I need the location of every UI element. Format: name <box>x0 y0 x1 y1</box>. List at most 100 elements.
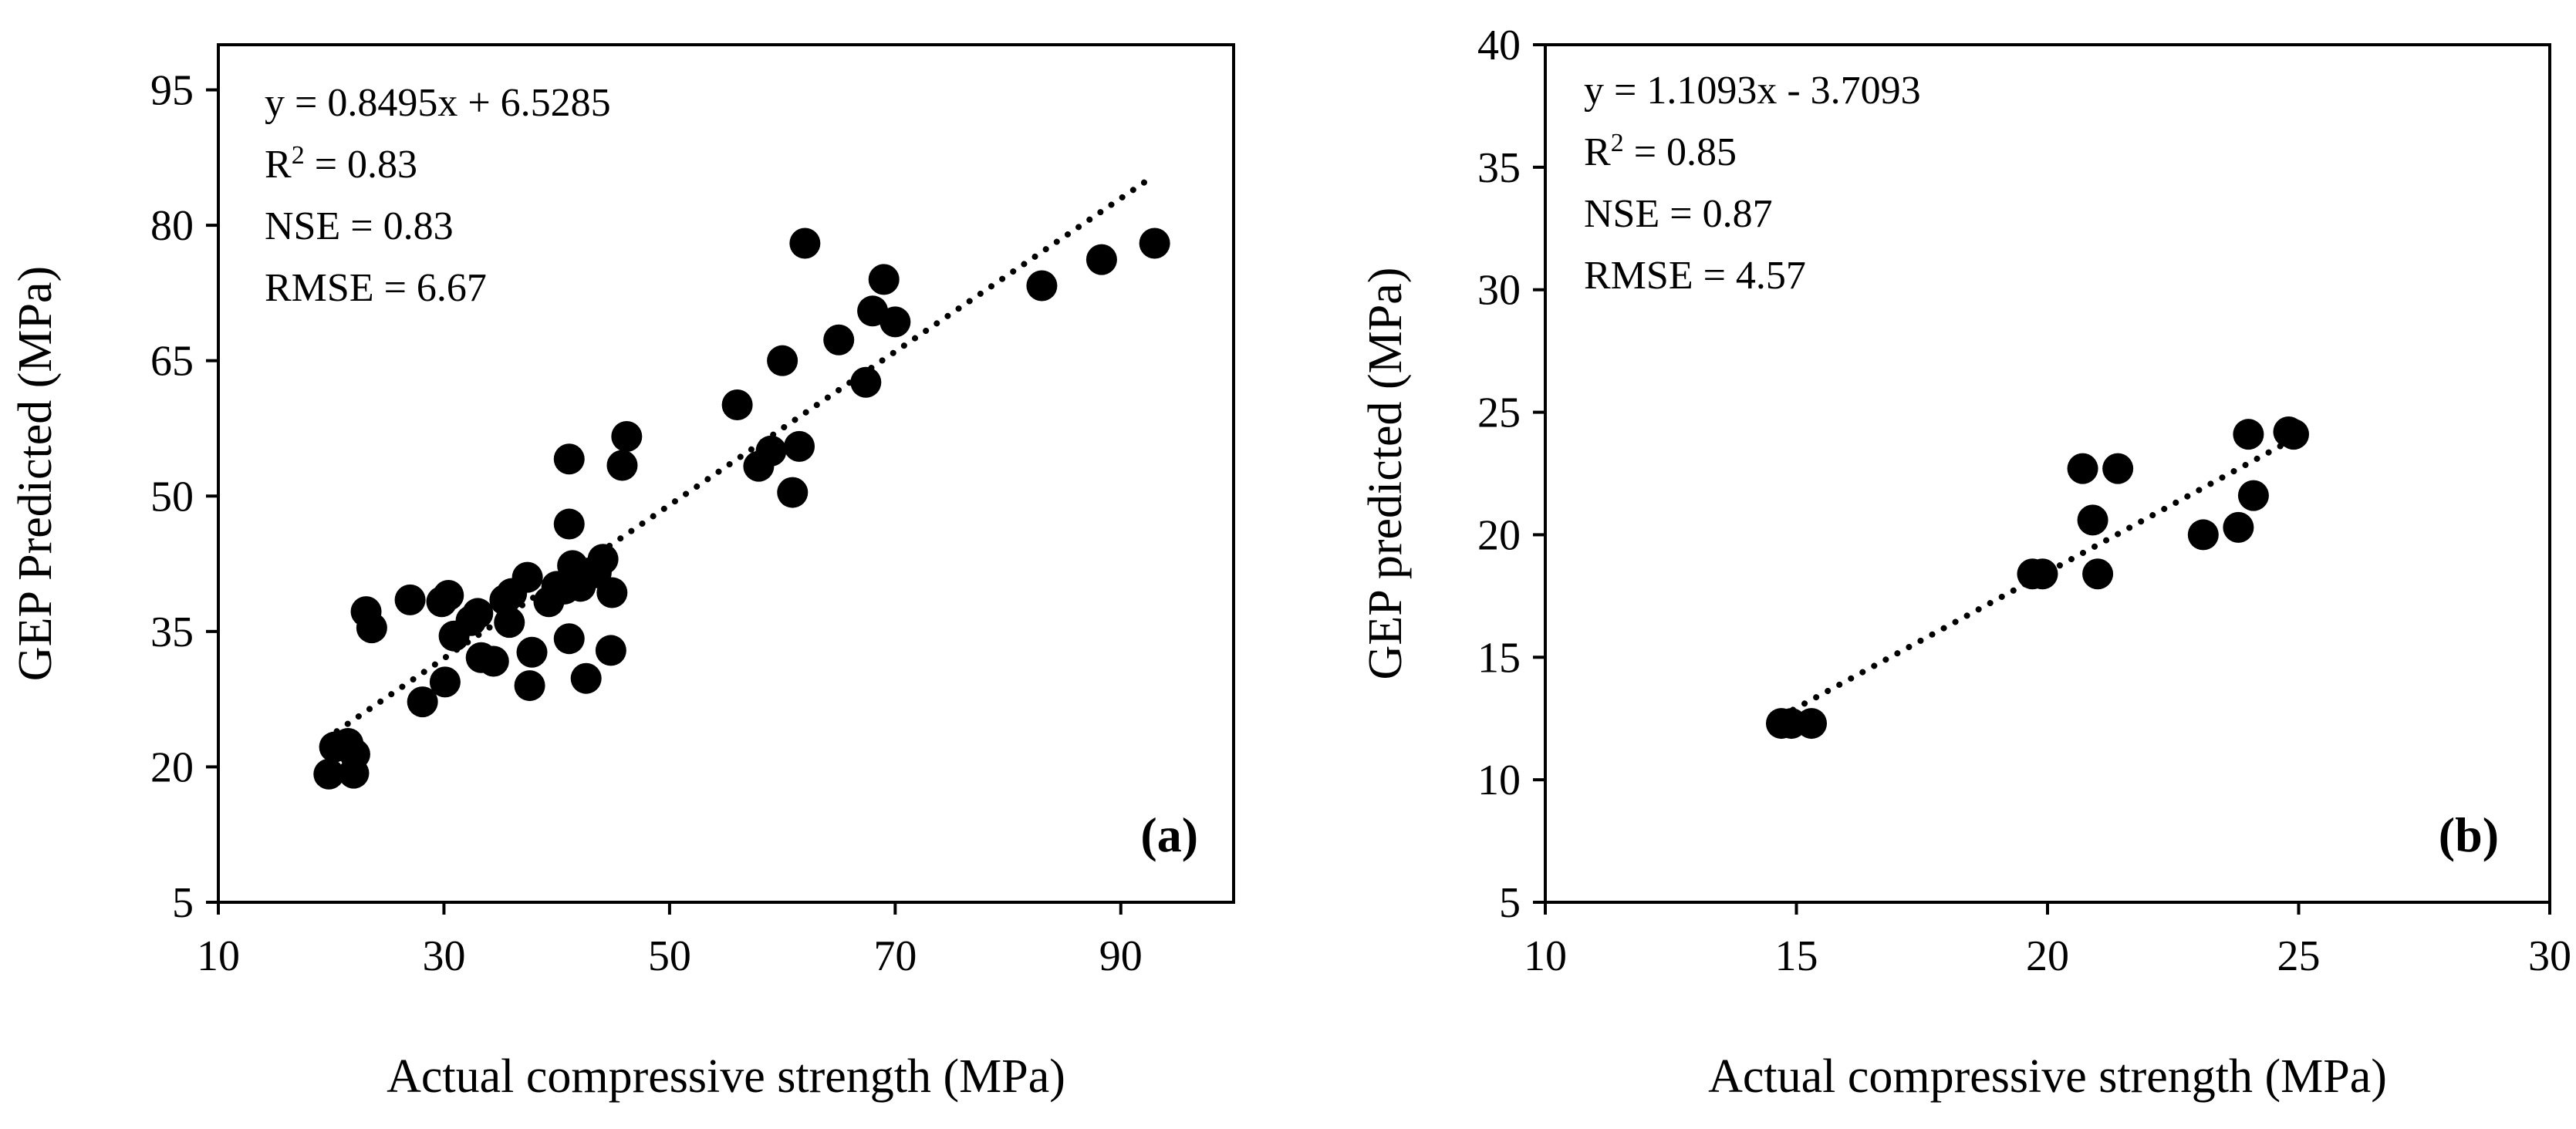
y-tick-label: 65 <box>150 338 194 386</box>
r-squared: R2 = 0.83 <box>265 141 417 187</box>
data-point <box>462 598 494 629</box>
r-squared-value: = 0.85 <box>1624 130 1737 174</box>
data-point <box>755 435 787 467</box>
data-point <box>1139 227 1170 259</box>
data-point <box>2102 453 2134 484</box>
y-tick-label: 80 <box>150 202 194 250</box>
data-point <box>879 306 911 338</box>
data-point <box>789 227 821 259</box>
y-tick-label: 20 <box>1477 511 1521 559</box>
data-point <box>553 443 585 475</box>
data-point <box>516 636 548 668</box>
panel-label: (b) <box>2439 807 2499 862</box>
data-point <box>2067 453 2098 484</box>
data-point <box>478 645 509 677</box>
panel-label: (a) <box>1140 807 1198 862</box>
data-point <box>868 264 900 295</box>
data-point <box>2077 504 2108 536</box>
data-point <box>2082 558 2114 590</box>
data-point <box>570 662 602 694</box>
x-tick-label: 20 <box>2026 932 2069 980</box>
data-point <box>429 666 461 698</box>
data-point <box>394 584 426 615</box>
data-point <box>777 477 809 508</box>
data-point <box>511 561 543 593</box>
r-squared-value: = 0.83 <box>305 143 417 187</box>
rmse-value: RMSE = 6.67 <box>265 266 487 310</box>
stats-box: y = 1.1093x - 3.7093 R2 = 0.85 NSE = 0.8… <box>1584 69 1921 298</box>
data-point <box>784 430 815 462</box>
data-point <box>596 577 628 608</box>
y-tick-label: 25 <box>1477 389 1521 437</box>
data-point <box>595 635 626 666</box>
y-axis-label: GEP Predicted (MPa) <box>9 266 62 681</box>
nse-value: NSE = 0.83 <box>265 204 454 248</box>
data-point <box>553 623 585 655</box>
data-point <box>2233 419 2264 450</box>
x-tick-label: 15 <box>1775 932 1818 980</box>
x-tick-label: 30 <box>422 932 465 980</box>
x-tick-label: 90 <box>1099 932 1143 980</box>
x-tick-label: 25 <box>2277 932 2321 980</box>
data-point <box>767 345 798 376</box>
data-point <box>1796 708 1828 740</box>
data-point <box>611 421 643 453</box>
plot-frame <box>1544 43 2551 904</box>
data-point <box>2237 480 2269 511</box>
y-tick-label: 35 <box>1477 144 1521 192</box>
points-layer <box>313 227 1170 790</box>
data-point <box>514 670 545 702</box>
tick-layer: 10 30 50 70 90 5 20 35 50 65 80 95 <box>150 67 1143 980</box>
y-axis-label: GEP predicted (MPa) <box>1359 268 1412 680</box>
data-point <box>721 389 753 421</box>
y-tick-label: 30 <box>1477 267 1521 315</box>
x-tick-label: 50 <box>648 932 691 980</box>
x-tick-label: 70 <box>873 932 917 980</box>
data-point <box>553 508 585 540</box>
data-point <box>2027 558 2058 590</box>
data-point <box>1085 244 1117 275</box>
stats-box: y = 0.8495x + 6.5285 R2 = 0.83 NSE = 0.8… <box>265 81 611 310</box>
y-tick-label: 5 <box>1499 879 1521 927</box>
data-point <box>494 607 525 639</box>
rmse-value: RMSE = 4.57 <box>1584 254 1806 298</box>
y-tick-label: 15 <box>1477 634 1521 682</box>
data-point <box>2187 519 2219 551</box>
data-point <box>433 580 464 612</box>
regression-equation: y = 0.8495x + 6.5285 <box>265 81 611 125</box>
regression-equation: y = 1.1093x - 3.7093 <box>1584 69 1921 113</box>
data-point <box>313 758 345 790</box>
r-squared-sup: 2 <box>1611 129 1624 157</box>
nse-value: NSE = 0.87 <box>1584 192 1773 236</box>
x-tick-label: 10 <box>1524 932 1567 980</box>
data-point <box>850 366 882 398</box>
r-squared: R2 = 0.85 <box>1584 129 1737 175</box>
data-point <box>823 324 855 356</box>
y-tick-label: 40 <box>1477 22 1521 69</box>
x-tick-label: 30 <box>2528 932 2571 980</box>
data-point <box>2277 419 2309 450</box>
data-point <box>606 450 638 481</box>
plot-frame <box>217 43 1235 904</box>
y-tick-label: 95 <box>150 67 194 115</box>
data-point <box>1026 270 1058 302</box>
r-squared-sup: 2 <box>292 141 305 170</box>
data-point <box>407 686 438 718</box>
x-axis-label: Actual compressive strength (MPa) <box>1708 1050 2387 1103</box>
x-axis-label: Actual compressive strength (MPa) <box>387 1050 1065 1103</box>
data-point <box>587 544 619 575</box>
y-tick-label: 5 <box>172 879 194 927</box>
x-tick-label: 10 <box>197 932 240 980</box>
chart-panel-a: 10 30 50 70 90 5 20 35 50 65 80 95 Actual compressi… <box>9 43 1235 1103</box>
y-tick-label: 35 <box>150 608 194 656</box>
points-layer <box>1765 416 2309 740</box>
y-tick-label: 50 <box>150 473 194 521</box>
r-squared-prefix: R <box>265 143 292 187</box>
data-point <box>338 757 370 789</box>
data-point <box>2223 511 2254 543</box>
r-squared-prefix: R <box>1584 130 1611 174</box>
data-point <box>356 612 387 644</box>
